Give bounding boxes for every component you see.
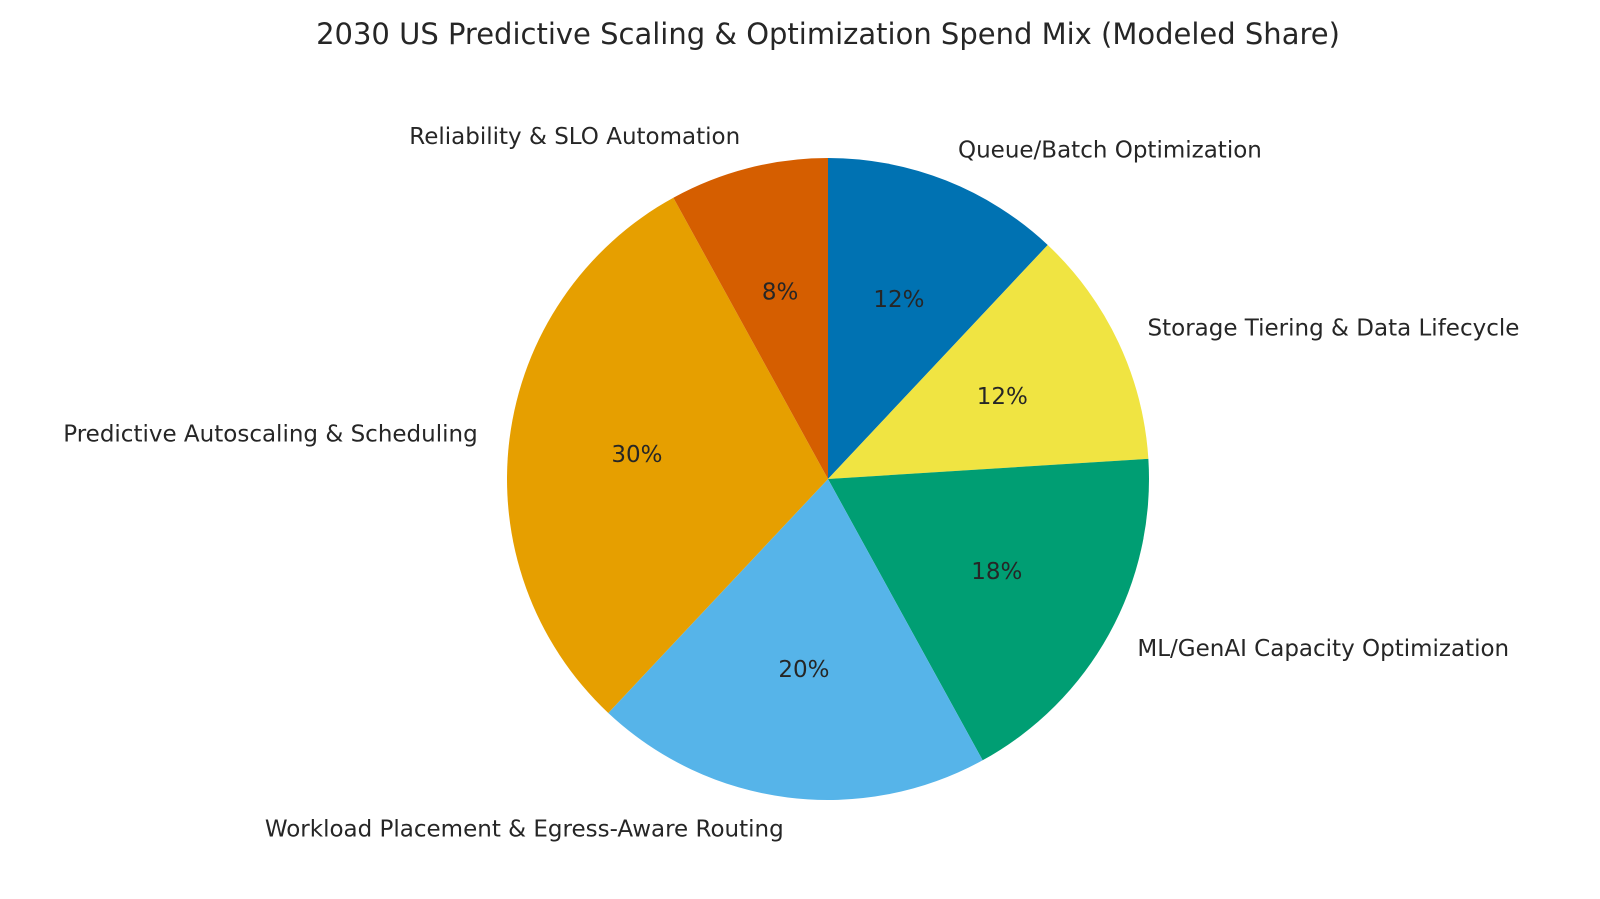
slice-pct-label-4: 30% bbox=[611, 442, 662, 468]
pie-slice-1 bbox=[828, 245, 1149, 479]
slice-label-1: Storage Tiering & Data Lifecycle bbox=[1148, 316, 1520, 342]
pie-slice-5 bbox=[673, 158, 828, 479]
slice-label-4: Predictive Autoscaling & Scheduling bbox=[63, 422, 477, 448]
slice-pct-label-3: 20% bbox=[778, 657, 829, 683]
slice-label-2: ML/GenAI Capacity Optimization bbox=[1137, 636, 1509, 662]
pie-labels: Queue/Batch Optimization 12% Storage Tieri… bbox=[63, 124, 1519, 842]
pie-slice-3 bbox=[608, 479, 983, 800]
slice-pct-label-1: 12% bbox=[977, 384, 1028, 410]
pie-slice-0 bbox=[828, 158, 1048, 479]
slice-pct-label-2: 18% bbox=[971, 559, 1022, 585]
pie-slice-2 bbox=[828, 458, 1150, 761]
slice-label-0: Queue/Batch Optimization bbox=[958, 138, 1262, 164]
slice-label-3: Workload Placement & Egress-Aware Routin… bbox=[265, 816, 784, 842]
slice-label-5: Reliability & SLO Automation bbox=[409, 124, 740, 150]
pie-slices bbox=[507, 158, 1150, 800]
chart-title: 2030 US Predictive Scaling & Optimizatio… bbox=[316, 17, 1340, 51]
pie-slice-4 bbox=[507, 197, 828, 713]
slice-pct-label-0: 12% bbox=[873, 287, 924, 313]
slice-pct-label-5: 8% bbox=[762, 280, 799, 306]
